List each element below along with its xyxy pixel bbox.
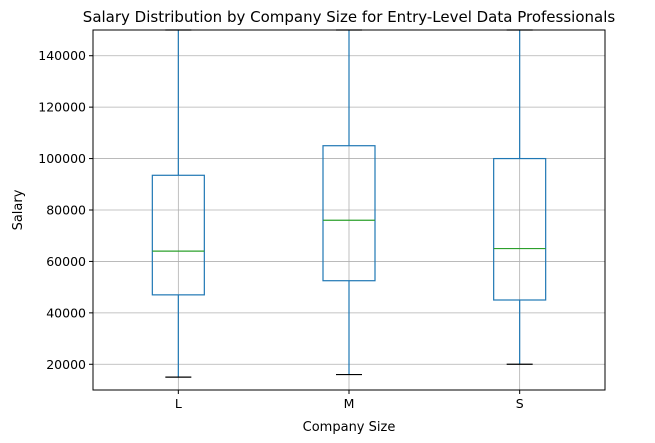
y-tick-label: 20000 <box>46 357 86 372</box>
x-axis-label: Company Size <box>303 420 396 435</box>
y-tick-label: 80000 <box>46 203 86 218</box>
y-tick-label: 120000 <box>38 100 86 115</box>
chart-title: Salary Distribution by Company Size for … <box>83 8 616 26</box>
x-tick-label: L <box>175 396 182 411</box>
x-tick-label: S <box>516 396 524 411</box>
interquartile-box <box>493 157 547 301</box>
interquartile-box <box>151 174 205 296</box>
y-tick-label: 60000 <box>46 254 86 269</box>
y-axis-label: Salary <box>11 189 26 230</box>
y-tick-label: 140000 <box>38 48 86 63</box>
interquartile-box <box>322 145 376 282</box>
y-tick-label: 100000 <box>38 151 86 166</box>
x-tick-label: M <box>344 396 355 411</box>
y-axis-ticks: 20000 40000 60000 80000 100000 120000 140000 <box>38 48 93 372</box>
y-tick-label: 40000 <box>46 305 86 320</box>
